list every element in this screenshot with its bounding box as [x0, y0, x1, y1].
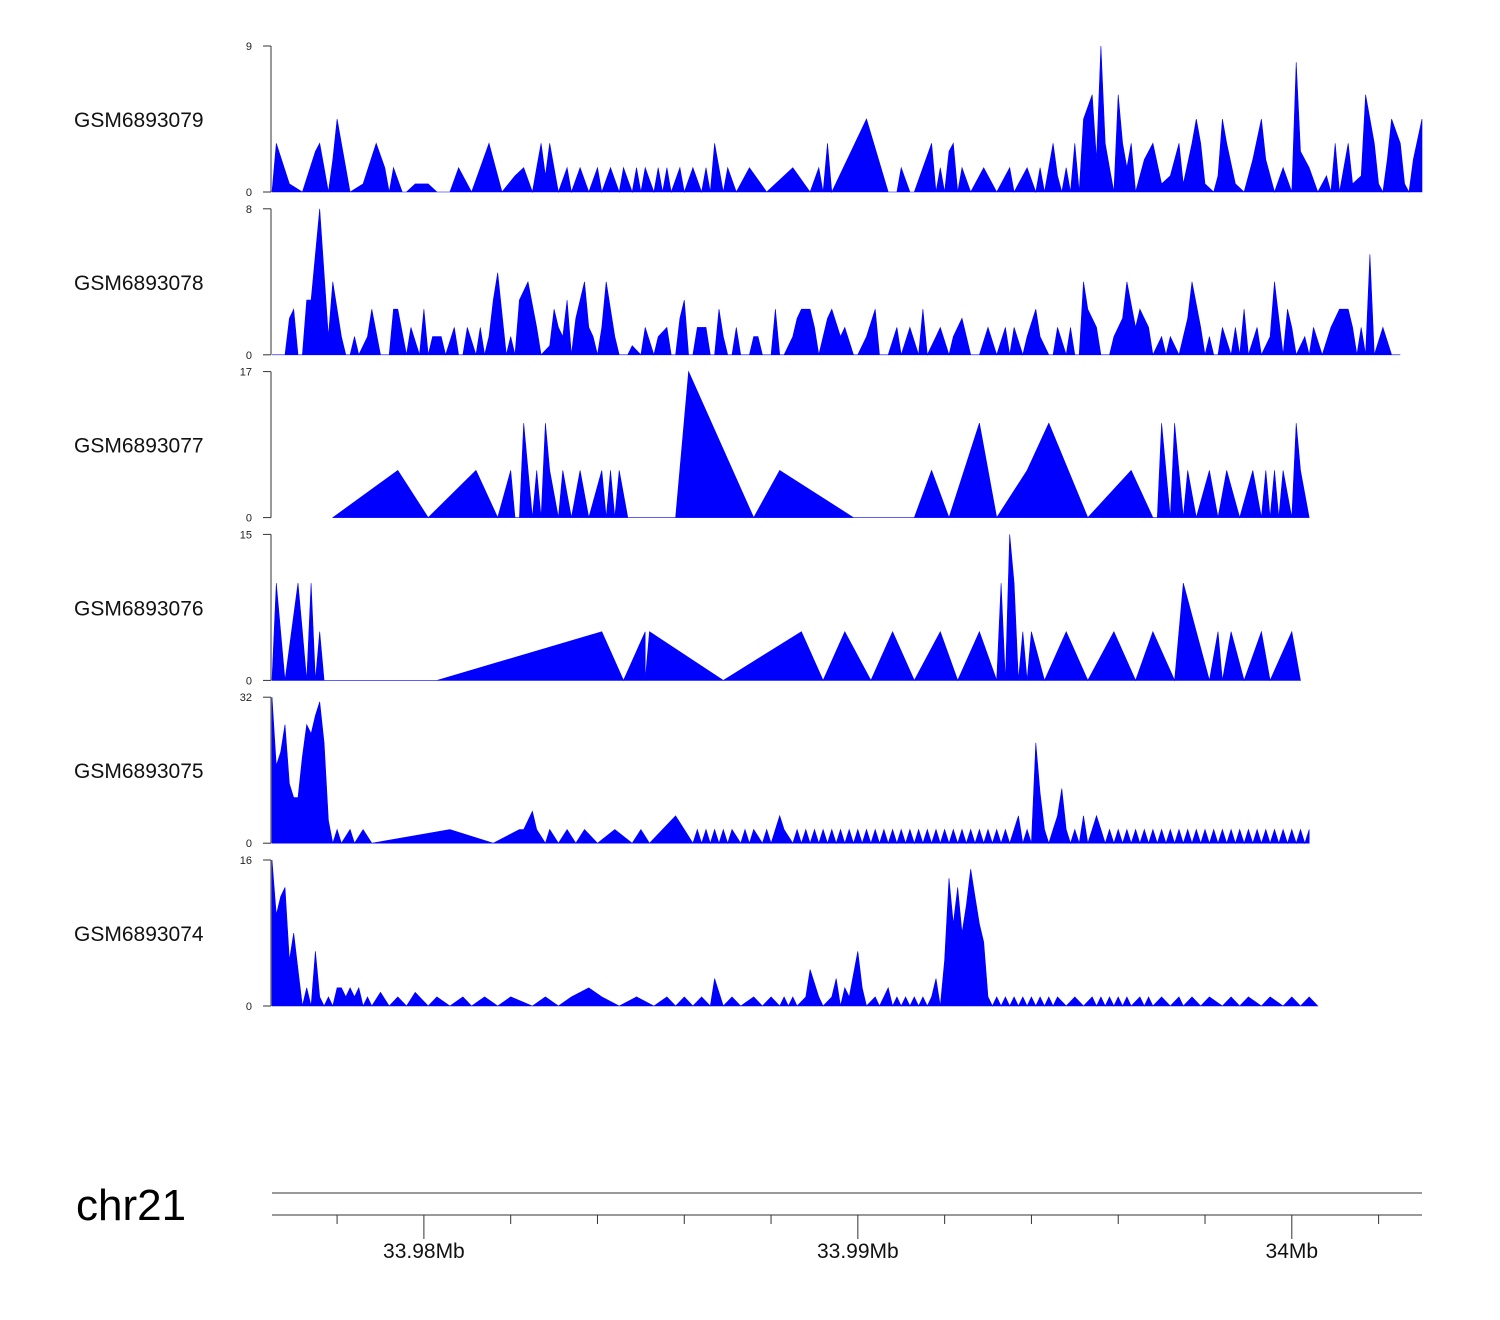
track-GSM6893075: GSM6893075 32 0	[74, 692, 1310, 850]
track-GSM6893076: GSM6893076 15 0	[74, 529, 1301, 687]
track-GSM6893074: GSM6893074 16 0	[74, 855, 1319, 1013]
y-tick-label: 0	[246, 513, 252, 525]
y-tick-label: 17	[240, 367, 252, 379]
x-tick-label: 33.98Mb	[383, 1240, 465, 1263]
y-tick-label: 9	[246, 41, 252, 53]
y-tick-label: 0	[246, 838, 252, 850]
track-label: GSM6893079	[74, 109, 204, 132]
signal-area	[271, 859, 1319, 1007]
y-tick-label: 0	[246, 187, 252, 199]
y-tick-label: 0	[246, 675, 252, 687]
signal-area	[271, 45, 1423, 194]
y-tick-label: 32	[240, 692, 252, 704]
x-tick-label: 33.99Mb	[817, 1240, 899, 1263]
y-tick-label: 8	[246, 204, 252, 216]
x-tick-label: 34Mb	[1266, 1240, 1319, 1263]
y-tick-label: 0	[246, 1001, 252, 1013]
signal-area	[271, 534, 1301, 682]
y-tick-label: 0	[246, 350, 252, 362]
track-label: GSM6893074	[74, 923, 204, 946]
y-tick-label: 16	[240, 855, 252, 867]
track-GSM6893077: GSM6893077 17 0	[74, 367, 1310, 525]
genome-axis: chr21 33.98Mb 33.99Mb 34Mb	[76, 1181, 1422, 1263]
track-label: GSM6893075	[74, 760, 204, 783]
signal-area	[331, 370, 1310, 519]
track-label: GSM6893078	[74, 272, 204, 295]
track-GSM6893079: GSM6893079 9 0	[74, 41, 1423, 199]
track-GSM6893078: GSM6893078 8 0	[74, 204, 1401, 362]
chromosome-label: chr21	[76, 1181, 186, 1230]
track-label: GSM6893077	[74, 435, 204, 458]
track-label: GSM6893076	[74, 597, 204, 620]
data-tracks: GSM689307990GSM689307880GSM6893077170GSM…	[74, 41, 1423, 1013]
signal-area	[272, 208, 1401, 356]
signal-area	[271, 697, 1310, 845]
y-tick-label: 15	[240, 529, 252, 541]
